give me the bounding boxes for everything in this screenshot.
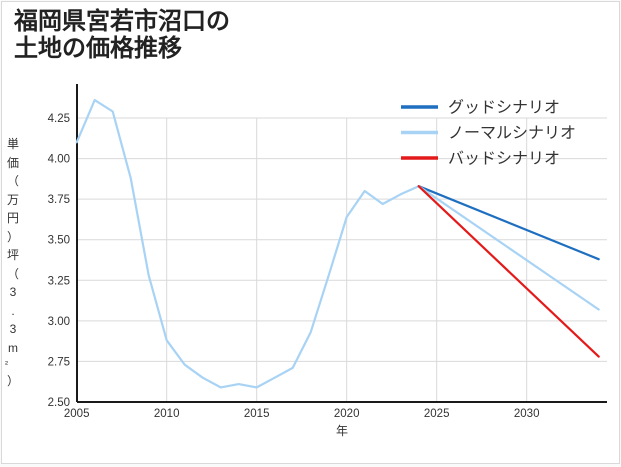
svg-text:3.00: 3.00 bbox=[48, 316, 70, 328]
svg-text:2.75: 2.75 bbox=[48, 356, 70, 368]
svg-text:2020: 2020 bbox=[334, 408, 360, 420]
svg-text:ノーマルシナリオ: ノーマルシナリオ bbox=[448, 125, 576, 142]
svg-text:2030: 2030 bbox=[514, 408, 540, 420]
svg-text:4.00: 4.00 bbox=[48, 154, 70, 166]
svg-text:4.25: 4.25 bbox=[48, 113, 70, 125]
svg-text:グッドシナリオ: グッドシナリオ bbox=[448, 99, 560, 117]
svg-text:2010: 2010 bbox=[154, 408, 180, 420]
svg-text:2025: 2025 bbox=[424, 408, 450, 420]
svg-text:3.25: 3.25 bbox=[48, 275, 70, 287]
svg-text:年: 年 bbox=[336, 424, 348, 438]
svg-text:3.75: 3.75 bbox=[48, 194, 70, 206]
svg-text:3.50: 3.50 bbox=[48, 235, 70, 247]
svg-text:2015: 2015 bbox=[244, 408, 270, 420]
svg-text:2005: 2005 bbox=[64, 408, 90, 420]
svg-text:バッドシナリオ: バッドシナリオ bbox=[448, 151, 560, 168]
